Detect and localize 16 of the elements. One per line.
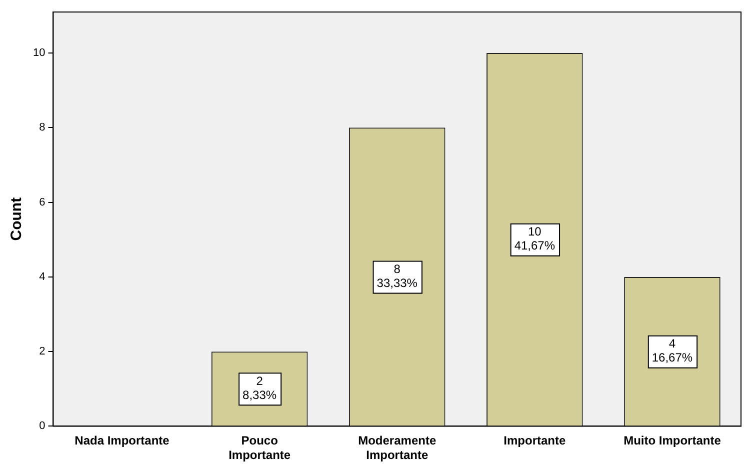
y-axis-title: Count <box>8 197 26 241</box>
x-tick-label: Pouco Importante <box>228 434 291 462</box>
data-label: 8 33,33% <box>376 262 418 290</box>
y-tick-label: 8 <box>39 122 46 134</box>
x-tick-label: Importante <box>504 434 566 448</box>
y-tick-label: 6 <box>39 196 46 208</box>
data-label: 10 41,67% <box>514 224 556 253</box>
y-tick-label: 10 <box>32 47 46 60</box>
x-tick-label: Nada Importante <box>74 434 170 448</box>
y-tick-label: 2 <box>39 346 46 358</box>
data-label: 4 16,67% <box>652 336 693 365</box>
x-tick-label: Moderamente Importante <box>358 434 436 462</box>
data-label: 2 8,33% <box>242 374 277 402</box>
y-tick-label: 0 <box>39 420 46 432</box>
y-tick-label: 4 <box>39 270 46 283</box>
x-tick-label: Muito Importante <box>624 434 722 448</box>
